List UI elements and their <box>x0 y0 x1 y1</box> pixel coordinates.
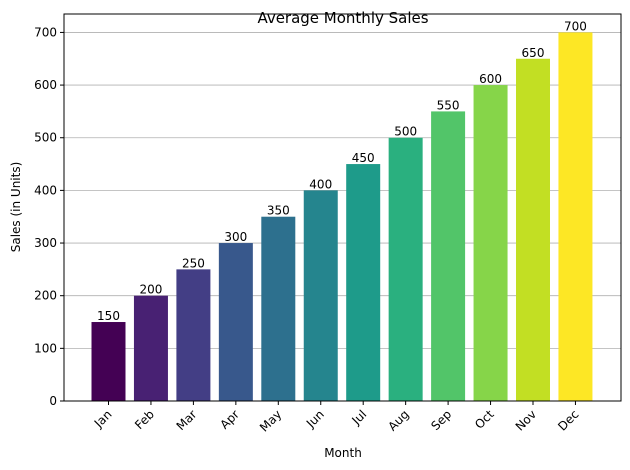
bar-mar <box>176 269 211 401</box>
bar-feb <box>133 295 168 401</box>
bar-oct <box>473 85 508 401</box>
chart-title: Average Monthly Sales <box>257 9 428 27</box>
y-tick-label: 200 <box>34 289 57 303</box>
y-axis-ticks: 0 100 200 300 400 500 600 700 <box>34 25 64 408</box>
data-label-jan: 150 <box>97 309 120 323</box>
data-label-nov: 650 <box>522 46 545 60</box>
data-label-dec: 700 <box>564 19 587 33</box>
data-label-sep: 550 <box>437 98 460 112</box>
y-tick-label: 0 <box>49 394 57 408</box>
bar-nov <box>516 58 550 402</box>
data-label-mar: 250 <box>182 256 205 270</box>
bar-sep <box>431 111 466 401</box>
bar-may <box>261 216 296 401</box>
y-tick-label: 600 <box>34 78 57 92</box>
y-tick-label: 300 <box>34 236 57 250</box>
y-tick-label: 400 <box>34 183 57 197</box>
data-label-feb: 200 <box>139 283 162 297</box>
data-label-aug: 500 <box>394 125 417 139</box>
data-label-oct: 600 <box>479 72 502 86</box>
y-tick-label: 700 <box>34 25 57 39</box>
x-axis-label: Month <box>324 446 362 460</box>
data-label-jul: 450 <box>352 151 375 165</box>
bars <box>91 32 593 402</box>
data-label-may: 350 <box>267 204 290 218</box>
bar-aug <box>388 137 423 402</box>
y-tick-label: 100 <box>34 341 57 355</box>
data-labels: 150 200 250 300 350 400 450 500 550 600 650 700 <box>97 19 587 323</box>
y-axis-label: Sales (in Units) <box>9 162 23 253</box>
data-label-apr: 300 <box>224 230 247 244</box>
y-tick-label: 500 <box>34 131 57 145</box>
bar-apr <box>218 243 253 401</box>
bar-jun <box>303 190 338 401</box>
plot-area-frame <box>63 13 622 402</box>
bar-dec <box>558 32 593 402</box>
data-label-jun: 400 <box>309 177 332 191</box>
bar-jul <box>346 164 381 401</box>
bar-jan <box>91 322 126 401</box>
